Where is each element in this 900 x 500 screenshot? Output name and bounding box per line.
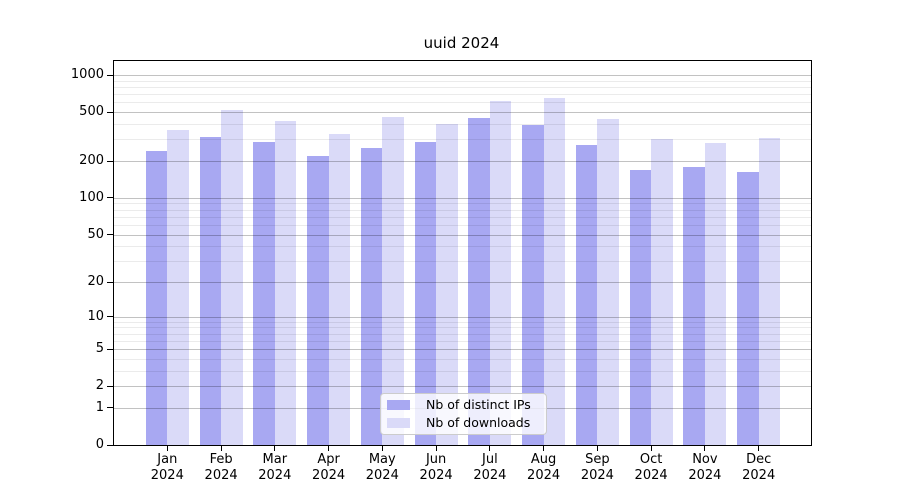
bar-downloads xyxy=(704,143,727,445)
y-tick-label: 1 xyxy=(95,399,104,415)
y-tick-label: 0 xyxy=(95,437,104,452)
gridline-minor xyxy=(114,87,811,88)
plot-area: 0 1 2 5 10 20 50 100 200 500 1000 Jan 2024 Feb 2024 M… xyxy=(71,60,812,483)
x-tick-label-apr: Apr 2024 xyxy=(312,452,346,483)
y-tick-label: 10 xyxy=(87,308,104,324)
x-tick-mark xyxy=(274,446,276,451)
legend: Nb of distinct IPs Nb of downloads xyxy=(380,393,547,435)
bar-downloads xyxy=(382,116,404,445)
legend-item-distinct-ips: Nb of distinct IPs xyxy=(387,398,538,412)
bar-distinct-ips xyxy=(199,136,222,445)
x-tick-mark xyxy=(543,446,545,451)
y-tick-mark xyxy=(107,348,113,350)
bar-downloads xyxy=(543,97,566,445)
bar-distinct-ips xyxy=(575,145,598,445)
x-tick-label-sep: Sep 2024 xyxy=(580,452,614,483)
bar-distinct-ips xyxy=(683,166,705,445)
x-tick-mark xyxy=(435,446,437,451)
y-tick-label: 20 xyxy=(87,274,104,289)
bar-distinct-ips xyxy=(468,118,490,445)
gridline-minor xyxy=(114,94,811,96)
y-tick-mark xyxy=(107,407,113,409)
y-tick-label: 500 xyxy=(79,104,104,120)
x-tick-label-mar: Mar 2024 xyxy=(258,452,292,483)
bar-distinct-ips xyxy=(629,169,652,445)
bar-downloads xyxy=(167,130,189,445)
bar-downloads xyxy=(436,124,458,445)
legend-label-distinct-ips: Nb of distinct IPs xyxy=(426,397,531,412)
bar-distinct-ips xyxy=(414,142,437,445)
gridline-minor xyxy=(114,80,811,82)
y-tick-mark xyxy=(107,197,113,199)
x-tick-mark xyxy=(596,446,598,451)
bar-distinct-ips xyxy=(307,155,329,445)
y-tick-mark xyxy=(107,74,113,76)
x-tick-label-jan: Jan 2024 xyxy=(150,452,184,483)
x-tick-mark xyxy=(650,446,652,451)
bar-downloads xyxy=(274,120,297,445)
bar-distinct-ips xyxy=(145,151,168,445)
x-tick-mark xyxy=(328,446,330,451)
legend-item-downloads: Nb of downloads xyxy=(387,416,538,430)
x-tick-label-aug: Aug 2024 xyxy=(527,452,561,483)
x-tick-mark xyxy=(166,446,168,451)
chart-title: uuid 2024 xyxy=(423,34,500,52)
gridline-minor xyxy=(114,124,811,125)
y-tick-label: 1000 xyxy=(70,67,104,82)
y-tick-label: 50 xyxy=(87,226,104,242)
gridline-major xyxy=(114,112,811,114)
x-tick-mark xyxy=(704,446,706,451)
x-tick-label-oct: Oct 2024 xyxy=(634,452,668,483)
x-tick-mark xyxy=(489,446,491,451)
y-tick-label: 5 xyxy=(95,341,104,357)
y-tick-mark xyxy=(107,160,113,162)
bar-distinct-ips xyxy=(253,142,275,445)
x-tick-label-dec: Dec 2024 xyxy=(742,452,776,483)
y-tick-mark xyxy=(107,385,113,387)
y-tick-label: 2 xyxy=(95,378,104,394)
x-tick-label-jun: Jun 2024 xyxy=(419,452,453,483)
bar-downloads xyxy=(221,110,243,445)
y-tick-mark xyxy=(107,444,113,446)
gridline-major xyxy=(114,75,811,76)
legend-swatch-downloads xyxy=(387,418,410,428)
bar-distinct-ips xyxy=(737,171,759,445)
bar-downloads xyxy=(489,101,512,445)
x-tick-label-jul: Jul 2024 xyxy=(473,452,507,483)
x-tick-label-may: May 2024 xyxy=(365,452,399,483)
y-tick-mark xyxy=(107,111,113,113)
y-tick-mark xyxy=(107,234,113,235)
y-tick-mark xyxy=(107,316,113,318)
legend-swatch-distinct-ips xyxy=(387,400,410,410)
x-tick-label-nov: Nov 2024 xyxy=(688,452,722,483)
x-tick-mark xyxy=(220,446,222,451)
y-tick-label: 100 xyxy=(79,189,104,205)
legend-label-downloads: Nb of downloads xyxy=(426,415,531,430)
x-tick-mark xyxy=(381,446,383,451)
bar-downloads xyxy=(651,139,673,445)
bar-downloads xyxy=(328,134,351,445)
y-tick-label: 200 xyxy=(79,153,104,168)
x-tick-label-feb: Feb 2024 xyxy=(204,452,238,483)
bar-downloads xyxy=(758,137,781,445)
x-tick-mark xyxy=(758,446,760,451)
bar-distinct-ips xyxy=(522,125,544,445)
y-tick-mark xyxy=(107,281,113,283)
bar-downloads xyxy=(597,118,619,445)
bar-distinct-ips xyxy=(360,148,383,445)
gridline-minor xyxy=(114,102,811,104)
